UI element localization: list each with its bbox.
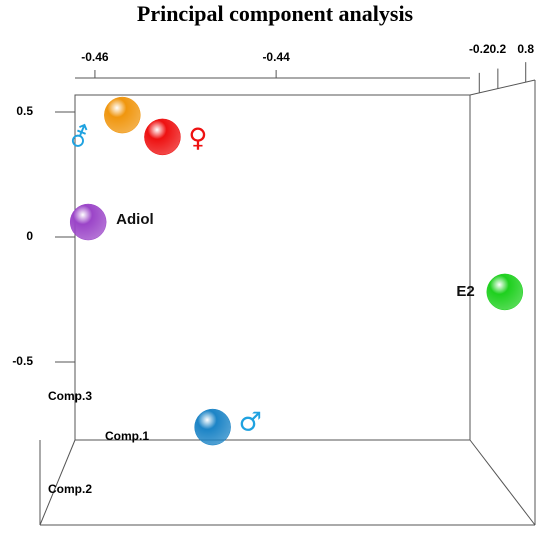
y-tick-label: 0.5	[16, 104, 33, 118]
y-tick-label: 0	[26, 229, 33, 243]
z-axis-label: Comp.2	[48, 482, 92, 496]
box-edge	[469, 439, 536, 526]
y-axis-label: Comp.3	[48, 389, 92, 403]
chart-title: Principal component analysis	[137, 1, 414, 26]
point	[486, 273, 524, 311]
point	[144, 118, 181, 156]
x-tick-label: -0.44	[262, 50, 290, 64]
z-tick-label: 0.2	[490, 42, 507, 56]
box	[39, 77, 536, 526]
z-tick-label: -0.2	[469, 42, 490, 56]
point	[194, 408, 231, 446]
x-tick-label: -0.46	[81, 50, 109, 64]
x-axis-label: Comp.1	[105, 429, 149, 443]
point-label: ♀	[188, 123, 207, 153]
box-edge	[469, 79, 536, 96]
front-face	[40, 80, 535, 525]
point	[104, 96, 141, 134]
y-tick-label: -0.5	[12, 354, 33, 368]
box-edge	[39, 439, 76, 526]
point-label: E2	[456, 283, 474, 300]
point-label: ⚦	[69, 124, 91, 154]
point-label: Adiol	[116, 211, 153, 228]
z-tick-label: 0.8	[517, 42, 534, 56]
point-label: ♂	[239, 408, 262, 438]
back-face	[74, 94, 471, 441]
point	[69, 203, 107, 241]
